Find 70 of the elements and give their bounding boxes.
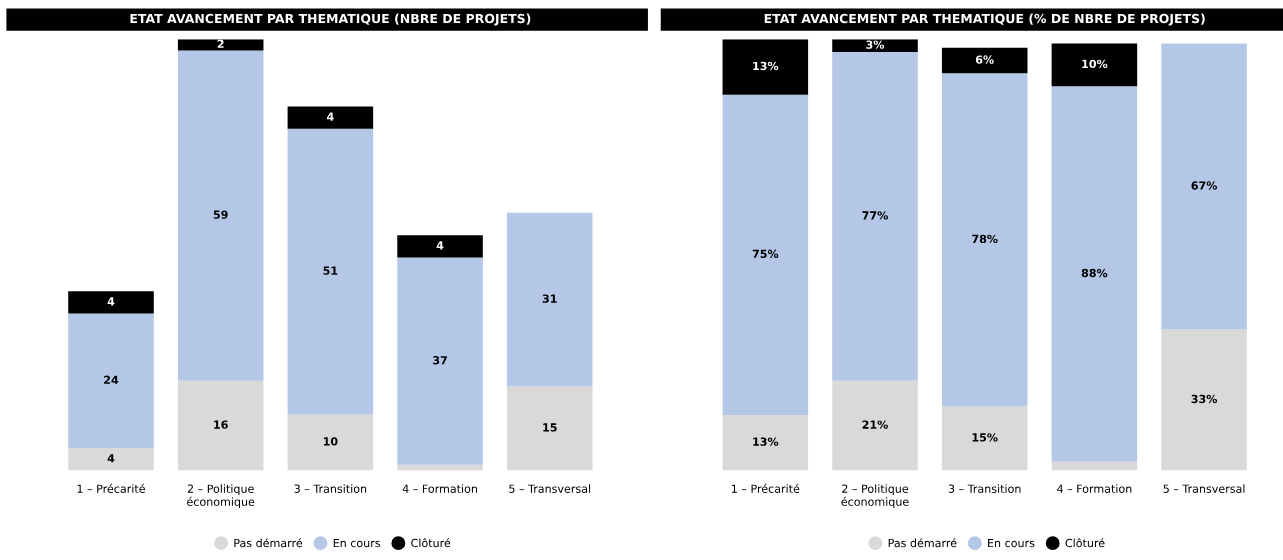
data-label: 51	[323, 266, 338, 275]
bar	[722, 39, 809, 95]
data-label: 88%	[1081, 268, 1108, 278]
bar	[1161, 43, 1247, 330]
legend-label: Pas démarré	[234, 538, 303, 548]
x-tick-label: 1 – Précarité	[731, 483, 800, 493]
bar	[177, 50, 264, 381]
bar	[1051, 43, 1138, 87]
data-label: 6%	[975, 55, 994, 64]
bar	[68, 313, 154, 448]
chart-title: ETAT AVANCEMENT PAR THEMATIQUE (% DE NBRE DE PROJETS)	[764, 13, 1205, 26]
data-label: 21%	[862, 420, 888, 429]
data-label: 31	[542, 294, 557, 303]
data-label: 4	[327, 112, 334, 121]
x-tick-label: 4 – Formation	[402, 484, 477, 493]
x-tick-label: 1 – Précarité	[77, 483, 145, 493]
bar	[68, 448, 154, 471]
data-label: 37	[433, 356, 447, 365]
data-label: 3%	[866, 40, 885, 49]
data-label: 59	[213, 210, 228, 219]
data-label: 78%	[972, 234, 998, 244]
bar	[1161, 329, 1247, 471]
data-label: 24	[104, 375, 119, 384]
data-label: 75%	[752, 249, 779, 259]
bar	[397, 464, 483, 471]
data-label: 2	[217, 39, 224, 48]
bar	[506, 212, 593, 387]
bar	[1051, 461, 1138, 471]
bar	[397, 235, 483, 258]
bar	[722, 414, 809, 471]
bar	[941, 73, 1028, 407]
legend-label: Pas démarré	[888, 538, 957, 548]
bar	[832, 52, 918, 381]
bar	[832, 380, 918, 471]
x-tick-label: 4 – Formation	[1057, 484, 1132, 493]
x-tick-label: 2 – Politique économique	[187, 484, 255, 509]
legend-label: En cours	[333, 538, 381, 548]
data-label: 77%	[862, 211, 888, 220]
data-label: 4	[107, 297, 115, 306]
bar	[287, 106, 374, 129]
data-label: 15	[543, 423, 557, 432]
legend-label: En cours	[988, 538, 1035, 548]
bar	[506, 386, 593, 471]
chart-title: ETAT AVANCEMENT PAR THEMATIQUE (NBRE DE PROJETS)	[130, 13, 531, 26]
bar	[941, 406, 1028, 471]
bar	[287, 414, 374, 471]
x-tick-label: 5 – Transversal	[509, 484, 591, 493]
x-tick-label: 3 – Transition	[294, 484, 367, 493]
data-label: 67%	[1191, 181, 1218, 190]
x-tick-label: 5 – Transversal	[1163, 484, 1245, 493]
legend-label: Clôturé	[411, 538, 451, 548]
data-label: 13%	[753, 437, 779, 446]
bar	[68, 291, 154, 314]
bar	[397, 257, 483, 465]
legend-label: Clôturé	[1065, 538, 1105, 548]
data-label: 10	[323, 437, 338, 446]
bar	[1051, 86, 1138, 462]
bar	[722, 94, 809, 415]
data-label: 4	[436, 241, 444, 250]
bar	[941, 47, 1028, 74]
data-label: 4	[107, 454, 115, 463]
data-label: 13%	[753, 61, 779, 71]
data-label: 33%	[1191, 394, 1218, 404]
x-tick-label: 3 – Transition	[948, 484, 1021, 493]
data-label: 10%	[1082, 59, 1108, 69]
data-label: 15%	[972, 433, 998, 442]
data-label: 16	[214, 420, 228, 429]
x-tick-label: 2 – Politique économique	[841, 484, 909, 509]
bar	[287, 128, 374, 415]
bar	[177, 380, 264, 471]
